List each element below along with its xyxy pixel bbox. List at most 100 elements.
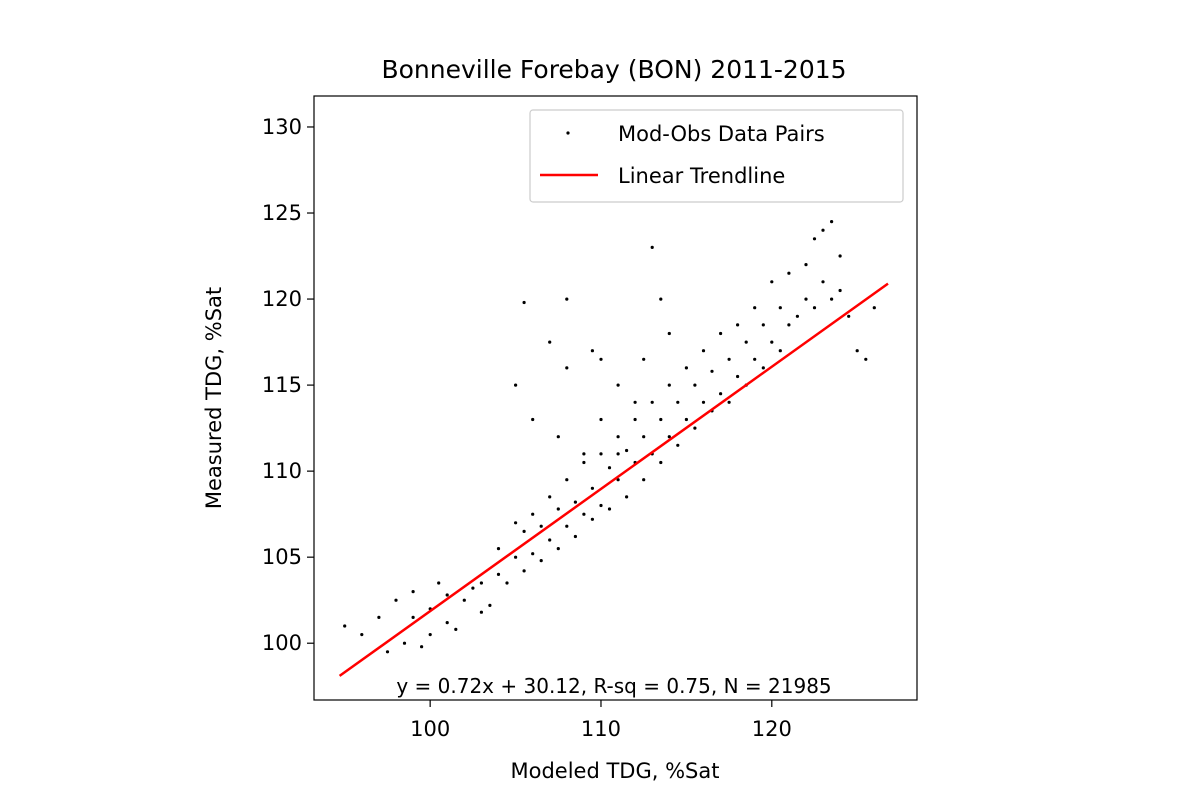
data-point bbox=[590, 486, 595, 490]
data-point bbox=[565, 297, 569, 301]
data-point bbox=[514, 555, 518, 559]
y-tick-label: 110 bbox=[262, 459, 302, 483]
data-point bbox=[385, 650, 390, 654]
data-point bbox=[582, 460, 586, 465]
data-point bbox=[531, 512, 535, 516]
data-point bbox=[838, 288, 842, 293]
data-point bbox=[505, 581, 509, 585]
data-point bbox=[795, 314, 800, 318]
data-point bbox=[667, 383, 671, 387]
y-axis: 100 105 110 115 120 125 130 bbox=[262, 115, 314, 655]
data-point bbox=[650, 245, 654, 249]
data-point bbox=[778, 349, 782, 353]
data-point bbox=[437, 581, 441, 585]
data-point bbox=[616, 383, 620, 387]
data-point bbox=[659, 417, 663, 422]
data-point bbox=[496, 547, 501, 551]
data-point bbox=[778, 306, 782, 310]
legend-point-marker bbox=[566, 131, 570, 135]
data-points bbox=[343, 220, 876, 654]
data-point bbox=[420, 645, 424, 649]
data-point bbox=[753, 357, 757, 361]
data-point bbox=[616, 435, 620, 439]
legend-label-points: Mod-Obs Data Pairs bbox=[618, 122, 825, 146]
data-point bbox=[445, 593, 449, 597]
data-point bbox=[855, 349, 859, 353]
data-point bbox=[821, 228, 825, 232]
x-axis-label: Modeled TDG, %Sat bbox=[511, 759, 720, 783]
data-point bbox=[804, 297, 808, 301]
data-point bbox=[761, 366, 765, 370]
data-point bbox=[642, 357, 646, 361]
data-point bbox=[770, 280, 774, 284]
data-point bbox=[496, 572, 501, 577]
data-point bbox=[343, 624, 347, 628]
data-point bbox=[514, 383, 518, 387]
data-point bbox=[531, 552, 535, 556]
regression-annotation: y = 0.72x + 30.12, R-sq = 0.75, N = 2198… bbox=[396, 674, 831, 698]
data-point bbox=[556, 547, 560, 551]
data-point bbox=[599, 452, 603, 456]
data-point bbox=[411, 590, 415, 594]
data-point bbox=[454, 627, 458, 632]
data-point bbox=[411, 615, 415, 620]
data-point bbox=[479, 610, 483, 614]
data-point bbox=[719, 392, 723, 396]
data-point bbox=[479, 581, 483, 585]
data-point bbox=[539, 524, 543, 528]
legend-label-trendline: Linear Trendline bbox=[618, 164, 785, 188]
data-point bbox=[556, 507, 560, 511]
chart-title: Bonneville Forebay (BON) 2011-2015 bbox=[381, 55, 846, 84]
y-tick-label: 130 bbox=[262, 115, 302, 139]
data-point bbox=[539, 559, 543, 563]
data-point bbox=[607, 466, 612, 470]
data-point bbox=[650, 400, 654, 404]
data-point bbox=[872, 306, 876, 310]
data-point bbox=[556, 435, 560, 439]
data-point bbox=[573, 500, 578, 504]
data-point bbox=[633, 417, 637, 422]
data-point bbox=[565, 366, 569, 370]
data-point bbox=[821, 280, 825, 284]
data-point bbox=[428, 633, 432, 637]
data-point bbox=[633, 400, 637, 404]
y-tick-label: 105 bbox=[262, 545, 302, 569]
data-point bbox=[582, 452, 586, 456]
data-point bbox=[787, 323, 791, 327]
data-point bbox=[522, 569, 526, 573]
data-point bbox=[360, 633, 364, 637]
data-point bbox=[676, 400, 680, 404]
y-axis-label: Measured TDG, %Sat bbox=[202, 287, 226, 509]
data-point bbox=[719, 331, 723, 336]
data-point bbox=[684, 417, 689, 422]
data-point bbox=[659, 297, 663, 301]
data-point bbox=[693, 426, 697, 430]
x-tick-label: 110 bbox=[581, 717, 621, 741]
y-tick-label: 100 bbox=[262, 631, 302, 655]
data-point bbox=[659, 460, 663, 465]
data-point bbox=[565, 524, 569, 528]
data-point bbox=[548, 538, 552, 542]
data-point bbox=[377, 615, 381, 620]
data-point bbox=[616, 452, 620, 456]
x-tick-label: 120 bbox=[752, 717, 792, 741]
data-point bbox=[838, 254, 842, 258]
data-point bbox=[599, 417, 603, 422]
data-point bbox=[693, 383, 697, 387]
data-point bbox=[667, 435, 671, 439]
data-point bbox=[642, 478, 646, 482]
data-point bbox=[565, 478, 569, 482]
trendline bbox=[338, 282, 889, 677]
data-point bbox=[471, 586, 475, 590]
legend-box bbox=[529, 109, 904, 203]
data-point bbox=[548, 340, 552, 344]
plot-frame bbox=[313, 95, 918, 701]
data-point bbox=[667, 331, 671, 336]
data-point bbox=[625, 495, 629, 499]
data-point bbox=[770, 340, 774, 344]
data-point bbox=[394, 598, 398, 602]
data-point bbox=[847, 314, 851, 318]
data-point bbox=[812, 237, 817, 241]
data-point bbox=[590, 349, 595, 353]
